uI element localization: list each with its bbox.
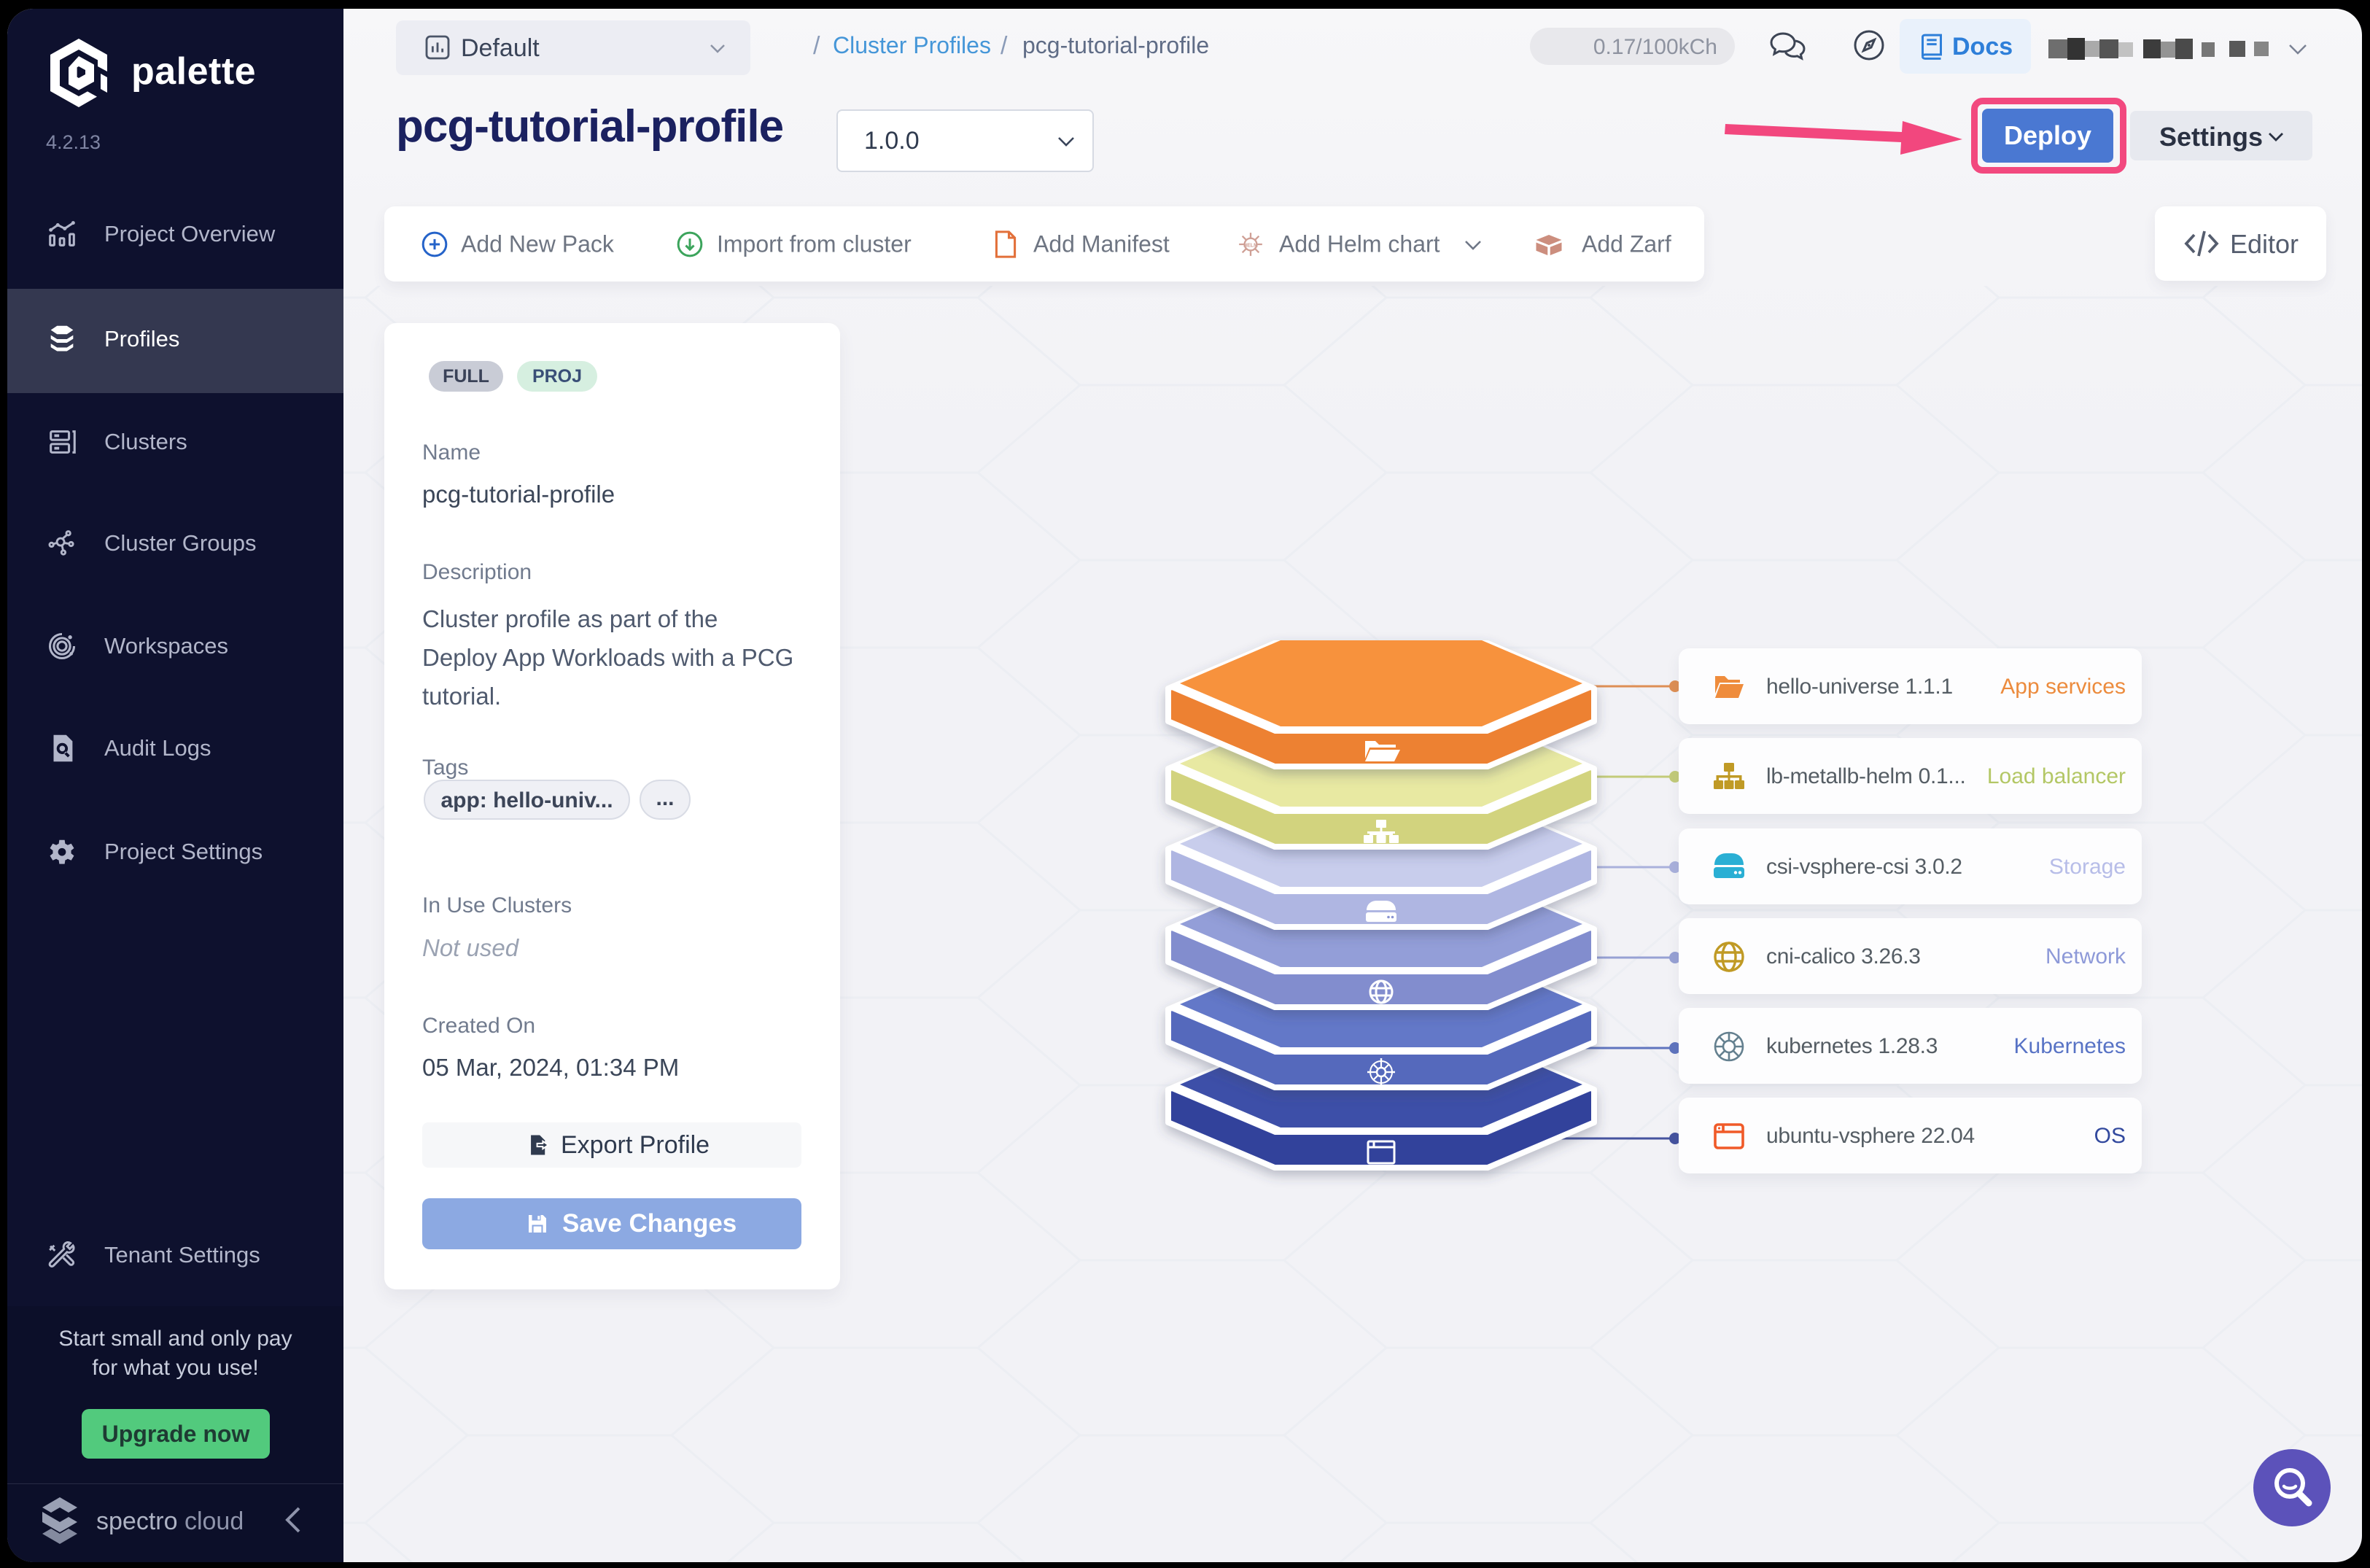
svg-text:HELM: HELM [1243,243,1258,248]
